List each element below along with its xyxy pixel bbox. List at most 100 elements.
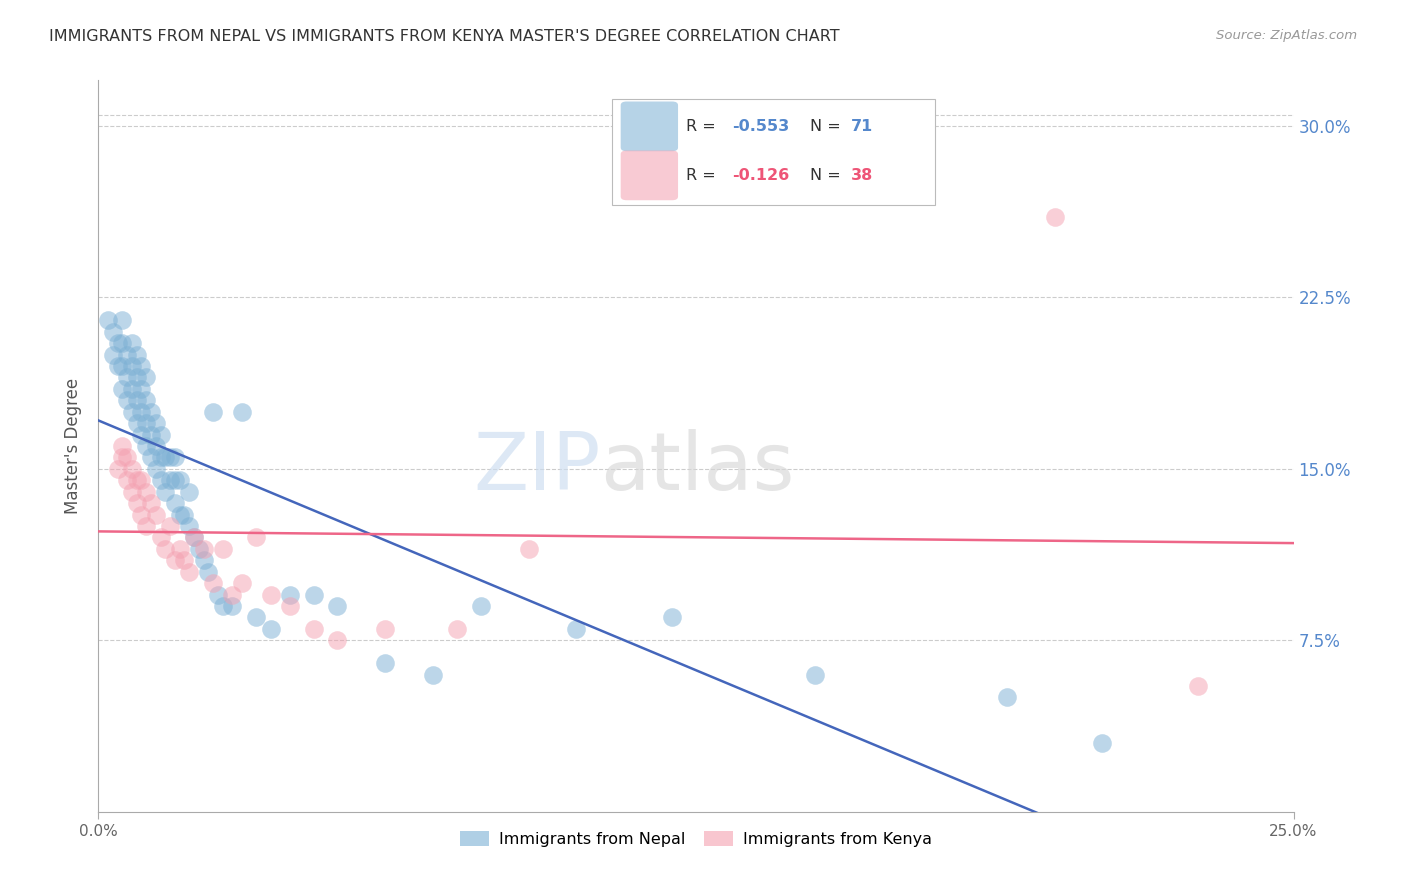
Point bbox=[101, 347, 124, 362]
Point bbox=[163, 473, 186, 487]
Point bbox=[135, 370, 157, 384]
Point bbox=[139, 450, 162, 465]
Legend: Immigrants from Nepal, Immigrants from Kenya: Immigrants from Nepal, Immigrants from K… bbox=[453, 823, 939, 855]
Point bbox=[111, 439, 134, 453]
Point bbox=[135, 393, 157, 408]
Point bbox=[197, 565, 219, 579]
Point bbox=[245, 530, 267, 544]
Point bbox=[179, 519, 201, 533]
Point bbox=[302, 588, 325, 602]
Point bbox=[422, 667, 444, 681]
Point bbox=[135, 416, 157, 430]
Point bbox=[115, 370, 138, 384]
Point bbox=[202, 576, 225, 591]
Point bbox=[202, 405, 225, 419]
Point bbox=[145, 508, 167, 522]
Point bbox=[159, 450, 181, 465]
Point bbox=[326, 633, 349, 648]
Point bbox=[1187, 679, 1209, 693]
Point bbox=[155, 541, 177, 556]
Point bbox=[111, 450, 134, 465]
Point bbox=[121, 405, 143, 419]
Text: R =: R = bbox=[686, 168, 716, 183]
Point bbox=[125, 347, 148, 362]
Point bbox=[131, 508, 153, 522]
Point bbox=[169, 541, 191, 556]
FancyBboxPatch shape bbox=[613, 99, 935, 204]
Point bbox=[121, 336, 143, 351]
Point bbox=[1091, 736, 1114, 750]
Point bbox=[149, 473, 172, 487]
Point bbox=[115, 393, 138, 408]
Point bbox=[159, 473, 181, 487]
Point bbox=[149, 427, 172, 442]
Point bbox=[374, 656, 396, 670]
Point bbox=[173, 508, 195, 522]
Point bbox=[121, 382, 143, 396]
Point bbox=[145, 462, 167, 476]
Point bbox=[111, 336, 134, 351]
Point bbox=[111, 313, 134, 327]
Point bbox=[278, 588, 301, 602]
Text: ZIP: ZIP bbox=[472, 429, 600, 507]
Point bbox=[231, 576, 253, 591]
Point bbox=[125, 496, 148, 510]
Point bbox=[211, 541, 233, 556]
Point bbox=[155, 484, 177, 499]
Point bbox=[470, 599, 492, 613]
Point bbox=[139, 405, 162, 419]
Text: N =: N = bbox=[810, 168, 841, 183]
Text: IMMIGRANTS FROM NEPAL VS IMMIGRANTS FROM KENYA MASTER'S DEGREE CORRELATION CHART: IMMIGRANTS FROM NEPAL VS IMMIGRANTS FROM… bbox=[49, 29, 839, 44]
Point bbox=[163, 553, 186, 567]
Point bbox=[163, 496, 186, 510]
Point bbox=[193, 541, 215, 556]
Point bbox=[183, 530, 205, 544]
Point bbox=[97, 313, 120, 327]
Point bbox=[187, 541, 209, 556]
Point bbox=[139, 427, 162, 442]
Point bbox=[135, 484, 157, 499]
Point bbox=[125, 416, 148, 430]
Point bbox=[121, 484, 143, 499]
Point bbox=[139, 496, 162, 510]
Point bbox=[221, 599, 243, 613]
Point bbox=[183, 530, 205, 544]
Point bbox=[995, 690, 1018, 705]
Point bbox=[131, 427, 153, 442]
Point bbox=[169, 508, 191, 522]
Point bbox=[259, 622, 281, 636]
Point bbox=[131, 382, 153, 396]
Point bbox=[111, 382, 134, 396]
Point bbox=[517, 541, 540, 556]
Point bbox=[115, 473, 138, 487]
Point bbox=[374, 622, 396, 636]
Point bbox=[135, 439, 157, 453]
Point bbox=[155, 450, 177, 465]
Point bbox=[193, 553, 215, 567]
Point bbox=[115, 450, 138, 465]
Point bbox=[207, 588, 229, 602]
Point bbox=[179, 565, 201, 579]
Point bbox=[211, 599, 233, 613]
Point bbox=[278, 599, 301, 613]
FancyBboxPatch shape bbox=[620, 151, 678, 200]
Text: -0.553: -0.553 bbox=[733, 119, 789, 134]
Point bbox=[159, 519, 181, 533]
Point bbox=[111, 359, 134, 373]
Point bbox=[125, 370, 148, 384]
Point bbox=[121, 359, 143, 373]
Point bbox=[145, 416, 167, 430]
Point bbox=[149, 530, 172, 544]
Point bbox=[179, 484, 201, 499]
Point bbox=[101, 325, 124, 339]
Point bbox=[131, 359, 153, 373]
Point bbox=[221, 588, 243, 602]
Point bbox=[302, 622, 325, 636]
Text: 71: 71 bbox=[852, 119, 873, 134]
Point bbox=[121, 462, 143, 476]
Point bbox=[107, 336, 129, 351]
Point bbox=[163, 450, 186, 465]
Point bbox=[107, 359, 129, 373]
Point bbox=[115, 347, 138, 362]
Y-axis label: Master's Degree: Master's Degree bbox=[65, 378, 83, 514]
